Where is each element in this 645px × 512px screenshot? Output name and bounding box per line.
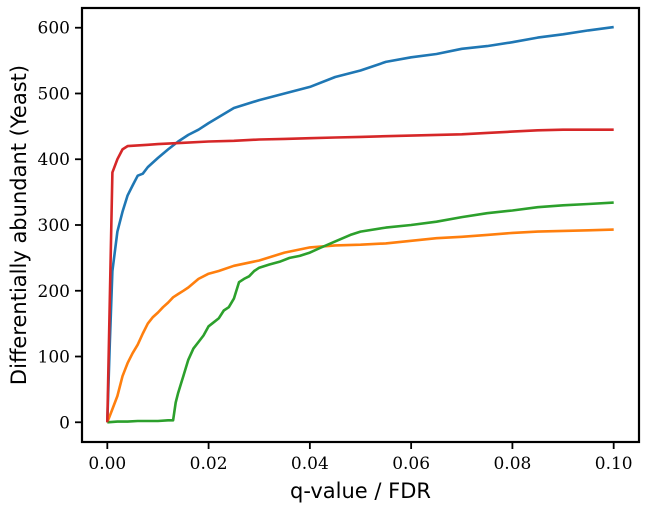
y-tick-label: 300 [38, 216, 70, 236]
series-line-4 [106, 128, 614, 423]
x-tick-label: 0.10 [595, 454, 633, 474]
x-tick-label: 0.08 [493, 454, 531, 474]
series-line-1 [106, 25, 614, 423]
y-tick-label: 0 [59, 413, 70, 433]
x-tick-label: 0.02 [190, 454, 228, 474]
x-tick-label: 0.00 [88, 454, 126, 474]
plot-frame [80, 6, 641, 444]
y-tick-label: 600 [38, 19, 70, 39]
y-axis-label: Differentially abundant (Yeast) [7, 65, 31, 385]
y-tick-label: 200 [38, 282, 70, 302]
x-tick-label: 0.06 [392, 454, 430, 474]
x-tick-label: 0.04 [291, 454, 329, 474]
series-line-2 [106, 228, 614, 423]
plot-lines [106, 25, 614, 424]
x-axis: 0.00 0.02 0.04 0.06 0.08 0.10 [88, 442, 633, 474]
y-tick-label: 100 [38, 348, 70, 368]
y-tick-label: 400 [38, 150, 70, 170]
y-axis: 0 100 200 300 400 500 600 [38, 19, 82, 433]
x-axis-label: q-value / FDR [290, 479, 431, 503]
y-tick-label: 500 [38, 84, 70, 104]
series-line-3 [107, 201, 614, 424]
